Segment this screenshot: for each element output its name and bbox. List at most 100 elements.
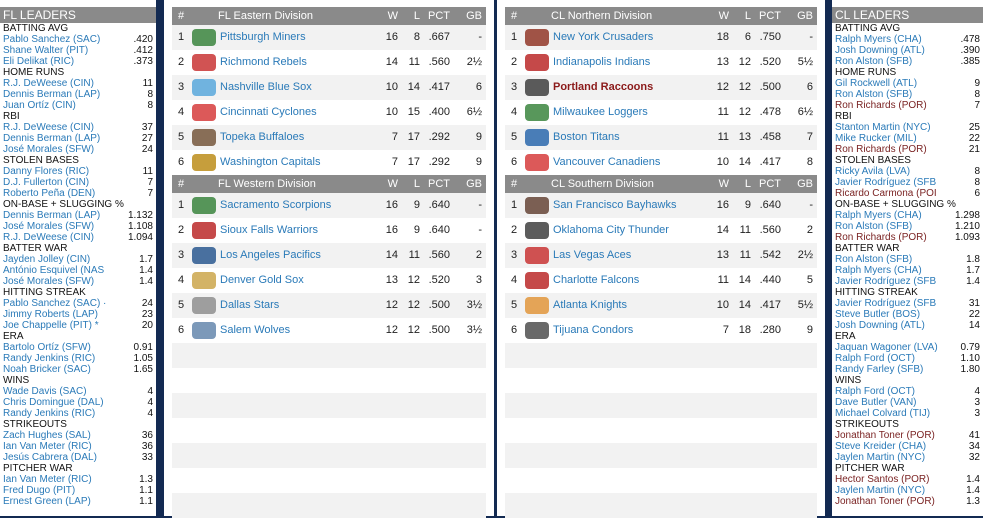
player-link[interactable]: Juan Ortíz (CIN) <box>3 100 76 111</box>
team-link[interactable]: Oklahoma City Thunder <box>553 224 669 236</box>
team-logo-icon[interactable] <box>525 104 549 121</box>
col-wins[interactable]: W <box>718 178 729 190</box>
player-link[interactable]: Joe Chappelle (PIT) * <box>3 320 99 331</box>
col-gb[interactable]: GB <box>466 10 482 22</box>
team-logo-icon[interactable] <box>525 154 549 171</box>
player-link[interactable]: Wade Davis (SAC) <box>3 386 87 397</box>
player-link[interactable]: Hector Santos (POR) <box>835 474 930 485</box>
player-link[interactable]: Jonathan Toner (POR) <box>835 496 935 507</box>
col-losses[interactable]: L <box>744 178 751 190</box>
player-link[interactable]: Jayden Jolley (CIN) <box>3 254 91 265</box>
team-logo-icon[interactable] <box>192 197 216 214</box>
col-pct[interactable]: PCT <box>428 10 450 22</box>
player-link[interactable]: Javier Rodríguez (SFB <box>835 276 937 287</box>
player-link[interactable]: Jaquan Wagoner (LVA) <box>835 342 938 353</box>
team-logo-icon[interactable] <box>192 29 216 46</box>
player-link[interactable]: Eli Delikat (RIC) <box>3 56 75 67</box>
player-link[interactable]: Randy Jenkins (RIC) <box>3 353 96 364</box>
player-link[interactable]: Ralph Ford (OCT) <box>835 353 916 364</box>
player-link[interactable]: Bartolo Ortíz (SFW) <box>3 342 91 353</box>
player-link[interactable]: José Morales (SFW) <box>3 144 95 155</box>
player-link[interactable]: Dennis Berman (LAP) <box>3 133 101 144</box>
col-gb[interactable]: GB <box>797 178 813 190</box>
team-link[interactable]: Richmond Rebels <box>220 56 307 68</box>
player-link[interactable]: Randy Jenkins (RIC) <box>3 408 96 419</box>
team-link[interactable]: Dallas Stars <box>220 299 280 311</box>
team-logo-icon[interactable] <box>192 104 216 121</box>
player-link[interactable]: Jaylen Martin (NYC) <box>835 485 926 496</box>
team-link[interactable]: Cincinnati Cyclones <box>220 106 317 118</box>
team-logo-icon[interactable] <box>525 129 549 146</box>
player-link[interactable]: Javier Rodríguez (SFB <box>835 177 937 188</box>
player-link[interactable]: Gil Rockwell (ATL) <box>835 78 918 89</box>
player-link[interactable]: José Morales (SFW) <box>3 276 95 287</box>
player-link[interactable]: Ian Van Meter (RIC) <box>3 474 92 485</box>
player-link[interactable]: Steve Butler (BOS) <box>835 309 921 320</box>
team-link[interactable]: Boston Titans <box>553 131 620 143</box>
col-pct[interactable]: PCT <box>428 178 450 190</box>
player-link[interactable]: Fred Dugo (PIT) <box>3 485 76 496</box>
player-link[interactable]: Chris Domingue (DAL) <box>3 397 104 408</box>
player-link[interactable]: Josh Downing (ATL) <box>835 320 925 331</box>
team-link[interactable]: Indianapolis Indians <box>553 56 651 68</box>
player-link[interactable]: Zach Hughes (SAL) <box>3 430 91 441</box>
player-link[interactable]: Shane Walter (PIT) <box>3 45 89 56</box>
col-gb[interactable]: GB <box>797 10 813 22</box>
player-link[interactable]: Pablo Sanchez (SAC) · <box>3 298 107 309</box>
player-link[interactable]: R.J. DeWeese (CIN) <box>3 122 94 133</box>
player-link[interactable]: Jesús Cabrera (DAL) <box>3 452 97 463</box>
team-logo-icon[interactable] <box>525 322 549 339</box>
team-logo-icon[interactable] <box>192 222 216 239</box>
player-link[interactable]: Ian Van Meter (RIC) <box>3 441 92 452</box>
player-link[interactable]: Ron Alston (SFB) <box>835 56 913 67</box>
team-logo-icon[interactable] <box>525 247 549 264</box>
team-logo-icon[interactable] <box>525 54 549 71</box>
player-link[interactable]: Danny Flores (RIC) <box>3 166 90 177</box>
player-link[interactable]: Noah Bricker (SAC) <box>3 364 91 375</box>
player-link[interactable]: R.J. DeWeese (CIN) <box>3 78 94 89</box>
player-link[interactable]: Ron Alston (SFB) <box>835 254 913 265</box>
player-link[interactable]: Ralph Myers (CHA) <box>835 34 922 45</box>
player-link[interactable]: Ricardo Carmona (POI <box>835 188 937 199</box>
team-logo-icon[interactable] <box>192 79 216 96</box>
team-link[interactable]: Atlanta Knights <box>553 299 627 311</box>
team-logo-icon[interactable] <box>192 129 216 146</box>
team-link[interactable]: Denver Gold Sox <box>220 274 304 286</box>
team-link[interactable]: Pittsburgh Miners <box>220 31 306 43</box>
col-gb[interactable]: GB <box>466 178 482 190</box>
player-link[interactable]: Jimmy Roberts (LAP) <box>3 309 99 320</box>
col-pct[interactable]: PCT <box>759 178 781 190</box>
team-logo-icon[interactable] <box>525 79 549 96</box>
player-link[interactable]: Randy Farley (SFB) <box>835 364 924 375</box>
player-link[interactable]: José Morales (SFW) <box>3 221 95 232</box>
col-losses[interactable]: L <box>413 178 420 190</box>
player-link[interactable]: Ron Richards (POR) <box>835 144 927 155</box>
team-link[interactable]: Charlotte Falcons <box>553 274 640 286</box>
team-logo-icon[interactable] <box>192 272 216 289</box>
team-link[interactable]: Vancouver Canadiens <box>553 156 661 168</box>
team-logo-icon[interactable] <box>525 297 549 314</box>
team-logo-icon[interactable] <box>192 247 216 264</box>
col-wins[interactable]: W <box>387 178 398 190</box>
team-link[interactable]: Sacramento Scorpions <box>220 199 332 211</box>
team-link[interactable]: Milwaukee Loggers <box>553 106 648 118</box>
player-link[interactable]: Ron Alston (SFB) <box>835 221 913 232</box>
col-losses[interactable]: L <box>744 10 751 22</box>
player-link[interactable]: Dennis Berman (LAP) <box>3 89 101 100</box>
player-link[interactable]: Dave Butler (VAN) <box>835 397 917 408</box>
team-link[interactable]: Nashville Blue Sox <box>220 81 312 93</box>
player-link[interactable]: Stanton Martin (NYC) <box>835 122 931 133</box>
team-link[interactable]: Topeka Buffaloes <box>220 131 305 143</box>
team-logo-icon[interactable] <box>525 272 549 289</box>
team-logo-icon[interactable] <box>192 297 216 314</box>
player-link[interactable]: Michael Colvard (TIJ) <box>835 408 931 419</box>
player-link[interactable]: Mike Rucker (MIL) <box>835 133 917 144</box>
player-link[interactable]: Ron Richards (POR) <box>835 232 927 243</box>
team-link[interactable]: Sioux Falls Warriors <box>220 224 318 236</box>
player-link[interactable]: Ralph Ford (OCT) <box>835 386 916 397</box>
team-logo-icon[interactable] <box>192 54 216 71</box>
team-link[interactable]: Salem Wolves <box>220 324 291 336</box>
team-logo-icon[interactable] <box>525 29 549 46</box>
player-link[interactable]: Ralph Myers (CHA) <box>835 265 922 276</box>
player-link[interactable]: Javier Rodríguez (SFB <box>835 298 937 309</box>
